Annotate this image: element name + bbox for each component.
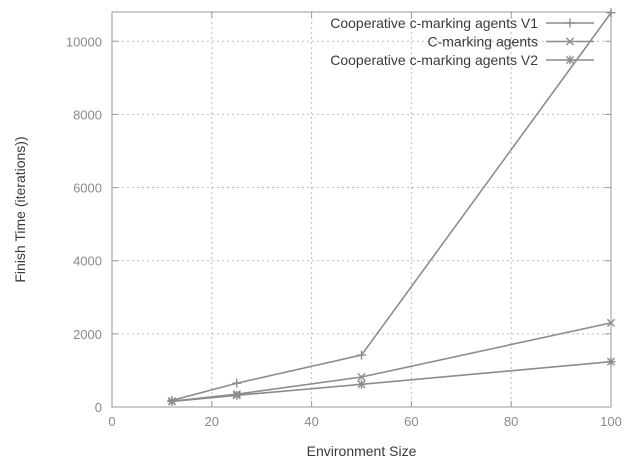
legend-item: Cooperative c-marking agents V2 xyxy=(330,52,594,68)
marker-stroke xyxy=(606,318,616,327)
y-tick-label: 4000 xyxy=(73,254,102,269)
data-point xyxy=(357,379,366,389)
x-tick-label: 0 xyxy=(108,414,115,429)
x-tick-label: 20 xyxy=(205,414,219,429)
legend-label: Cooperative c-marking agents V1 xyxy=(330,15,538,31)
grid xyxy=(112,12,611,407)
y-tick-label: 6000 xyxy=(73,181,102,196)
data-point xyxy=(357,350,366,360)
y-tick-label: 2000 xyxy=(73,327,102,342)
legend: Cooperative c-marking agents V1 C-marking… xyxy=(330,15,594,68)
legend-marker xyxy=(565,18,575,28)
marker-stroke xyxy=(606,357,616,366)
data-point xyxy=(606,8,616,18)
legend-label: C-marking agents xyxy=(428,34,539,50)
legend-marker xyxy=(565,37,575,46)
data-point xyxy=(232,378,242,388)
legend-marker xyxy=(565,55,575,65)
series-2 xyxy=(167,318,616,406)
data-point xyxy=(232,390,242,400)
series-line xyxy=(171,322,612,402)
legend-label: Cooperative c-marking agents V2 xyxy=(330,52,538,68)
data-point xyxy=(606,357,616,367)
x-tick-label: 60 xyxy=(404,414,418,429)
marker-stroke xyxy=(357,380,366,389)
x-axis-title: Environment Size xyxy=(307,443,417,459)
y-tick-label: 0 xyxy=(95,400,102,415)
legend-item: Cooperative c-marking agents V1 xyxy=(330,15,594,31)
x-tick-label: 80 xyxy=(504,414,518,429)
series-line xyxy=(171,12,612,402)
y-tick-label: 8000 xyxy=(73,107,102,122)
marker-stroke xyxy=(357,372,366,382)
y-tick-label: 10000 xyxy=(66,34,102,49)
data-point xyxy=(167,397,177,407)
y-axis-title: Finish Time (iterations)) xyxy=(12,136,28,282)
marker-stroke xyxy=(565,55,575,65)
axis-ticks: 0 20 40 60 80 100 0 2000 4000 6000 8000 10000 xyxy=(66,12,622,429)
plot-frame xyxy=(111,11,612,408)
marker-stroke xyxy=(565,37,575,46)
data-point xyxy=(357,372,366,382)
legend-item: C-marking agents xyxy=(428,34,594,50)
marker-stroke xyxy=(167,397,176,406)
data-point xyxy=(606,318,616,327)
series-line xyxy=(171,360,612,403)
marker-stroke xyxy=(232,391,241,400)
series-layer xyxy=(167,8,616,407)
series-3 xyxy=(167,357,616,407)
x-tick-label: 40 xyxy=(304,414,318,429)
x-tick-label: 100 xyxy=(600,414,622,429)
